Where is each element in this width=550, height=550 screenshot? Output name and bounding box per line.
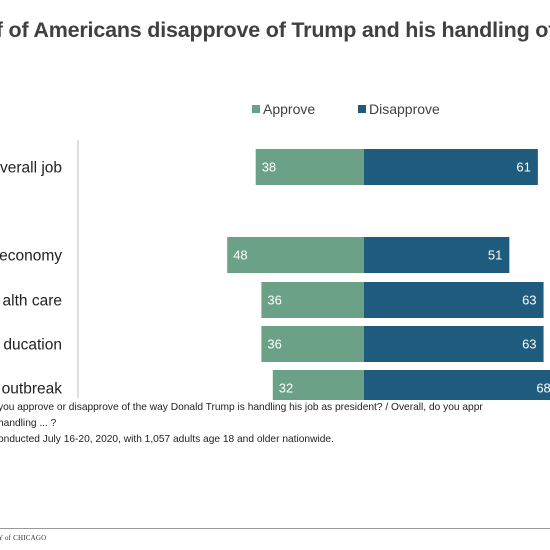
bar-disapprove <box>364 326 544 362</box>
bar-approve <box>261 282 364 318</box>
category-label: verall job <box>0 160 62 177</box>
category-label: alth care <box>3 293 62 310</box>
data-label-approve: 48 <box>233 248 247 263</box>
chart-notes: you approve or disapprove of the way Don… <box>0 400 483 448</box>
data-label-disapprove: 68 <box>536 381 550 396</box>
data-label-disapprove: 63 <box>522 337 536 352</box>
bar-disapprove <box>364 282 544 318</box>
bar-approve <box>227 237 364 273</box>
bar-disapprove <box>364 370 550 400</box>
data-label-approve: 38 <box>262 160 276 175</box>
notes-question-line: you approve or disapprove of the way Don… <box>0 402 483 413</box>
data-label-approve: 32 <box>279 381 293 396</box>
legend-label-approve: Approve <box>263 101 316 117</box>
data-label-disapprove: 61 <box>516 160 530 175</box>
legend-label-disapprove: Disapprove <box>369 101 440 117</box>
category-label: outbreak <box>2 381 63 398</box>
bar-approve <box>261 326 364 362</box>
legend-swatch-disapprove <box>358 105 366 113</box>
chart-plot: verall job 38 61 economy 48 51 alth care 36 63 du… <box>0 140 550 400</box>
bar-approve <box>272 370 364 400</box>
data-label-disapprove: 63 <box>522 293 536 308</box>
legend-item-disapprove: Disapprove <box>358 101 440 117</box>
legend-item-approve: Approve <box>252 101 315 117</box>
chart-legend: Approve Disapprove <box>0 101 550 121</box>
data-label-approve: 36 <box>267 337 281 352</box>
university-logo: Y of CHICAGO <box>0 534 47 542</box>
notes-methodology-line: onducted July 16-20, 2020, with 1,057 ad… <box>0 434 334 445</box>
bar-approve <box>255 149 364 185</box>
bar-disapprove <box>364 237 510 273</box>
category-label: economy <box>0 248 62 265</box>
data-label-approve: 36 <box>267 293 281 308</box>
bar-disapprove <box>364 149 538 185</box>
footer-divider <box>0 528 550 529</box>
data-label-disapprove: 51 <box>488 248 502 263</box>
chart-title: lf of Americans disapprove of Trump and … <box>0 18 550 42</box>
legend-swatch-approve <box>252 105 260 113</box>
notes-question-continued: handling ... ? <box>0 418 57 429</box>
category-label: ducation <box>3 337 62 354</box>
